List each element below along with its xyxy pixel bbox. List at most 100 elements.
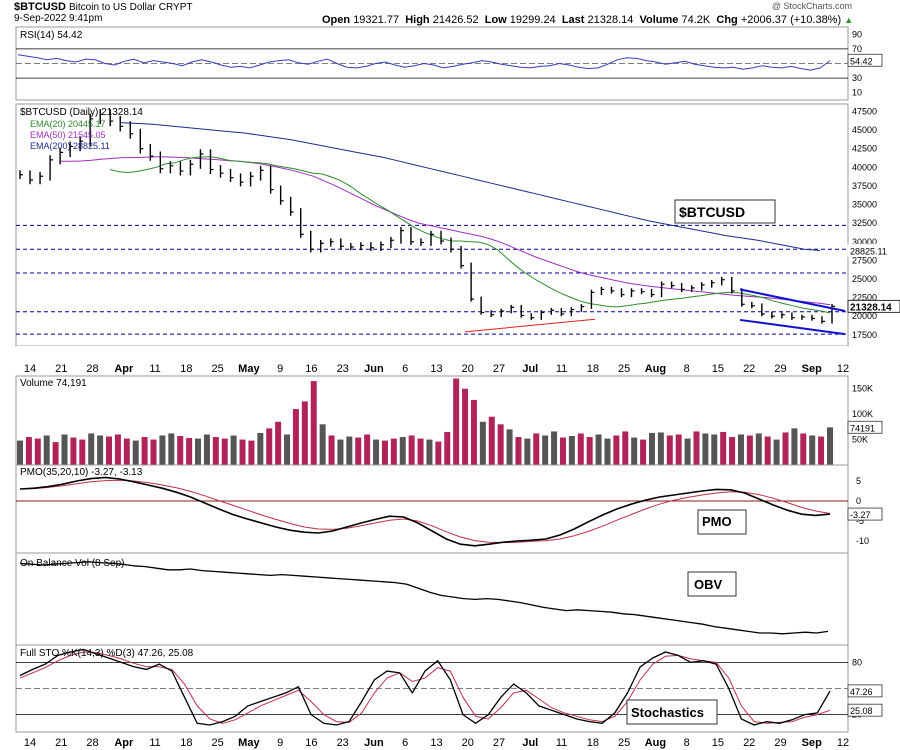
volume-bar — [417, 438, 424, 465]
x-axis-label: 14 — [24, 363, 36, 375]
x-axis-label: Jun — [364, 363, 384, 375]
x-axis-label-bottom: 20 — [462, 737, 474, 749]
volume-bar — [755, 433, 762, 465]
volume-bar — [533, 433, 540, 465]
volume-tick-label: 100K — [852, 409, 873, 419]
ema-legend-label: EMA(50) 21545.05 — [30, 130, 106, 140]
volume-bar — [586, 437, 593, 465]
price-tick-label: 47500 — [852, 106, 877, 116]
volume-bar — [239, 439, 246, 465]
volume-bar — [123, 438, 130, 465]
x-axis-label: 18 — [180, 363, 192, 375]
volume-bar — [97, 435, 104, 465]
volume-bar — [470, 399, 477, 465]
volume-bar — [230, 435, 237, 465]
x-axis-label: 29 — [774, 363, 786, 375]
x-axis-label-bottom: 27 — [493, 737, 505, 749]
volume-bar — [613, 435, 620, 465]
pmo-annotation-box — [697, 509, 747, 535]
pmo-annotation: PMO — [702, 514, 732, 529]
volume-bar — [666, 435, 673, 465]
pmo-line — [19, 476, 831, 547]
sto-k-tag-box — [847, 684, 883, 698]
sto-annotation: Stochastics — [631, 705, 704, 720]
pmo-title: PMO(35,20,10) -3.27, -3.13 — [20, 467, 143, 478]
volume-bar — [52, 442, 59, 465]
open-label: Open — [322, 14, 351, 26]
rsi-tick-label: 30 — [852, 73, 862, 83]
volume-bar — [479, 421, 486, 465]
volume-bar — [631, 437, 638, 465]
volume-bar — [782, 432, 789, 465]
price-last-tag: 21328.14 — [850, 302, 892, 313]
volume-bar — [764, 436, 771, 465]
volume-bar — [729, 437, 736, 465]
low-value: 19299.24 — [509, 14, 556, 26]
datetime-label: 9-Sep-2022 9:41pm — [14, 13, 103, 24]
sto-k-line — [19, 648, 831, 726]
rsi-tick-label: 70 — [852, 44, 862, 54]
volume-bar — [364, 434, 371, 465]
price-tick-label: 17500 — [852, 330, 877, 340]
x-axis-label: 20 — [462, 363, 474, 375]
volume-bar — [551, 431, 558, 465]
volume-bar — [79, 439, 86, 465]
volume-last-tag: 74191 — [850, 423, 875, 433]
volume-bar — [426, 439, 433, 465]
x-axis-label-bottom: Aug — [645, 737, 666, 749]
obv-annotation-box — [687, 571, 737, 597]
exchange-label: CRYPT — [158, 2, 193, 13]
volume-last-tag-box — [847, 420, 883, 434]
pmo-signal-line — [19, 479, 831, 544]
volume-bar — [43, 435, 50, 465]
x-axis-label: 23 — [337, 363, 349, 375]
x-axis-label-bottom: 15 — [712, 737, 724, 749]
x-axis-label: Sep — [802, 363, 822, 375]
price-title: $BTCUSD (Daily) 21328.14 — [20, 107, 143, 118]
volume-bar — [622, 431, 629, 465]
x-axis-label-bottom: 6 — [402, 737, 408, 749]
rsi-last-tag-box — [847, 53, 883, 67]
ema200-tag: 28825.11 — [850, 247, 887, 257]
ohlc-bar: Open 19321.77 High 21426.52 Low 19299.24… — [322, 14, 853, 26]
btc-annotation-box — [674, 199, 776, 224]
chg-label: Chg — [716, 14, 738, 26]
rsi-line — [17, 54, 831, 71]
volume-bar — [355, 437, 362, 465]
volume-bar — [248, 440, 255, 465]
ema-legend-label: EMA(20) 20445.17 — [30, 119, 106, 129]
rsi-tick-label: 90 — [852, 29, 862, 39]
x-axis-band — [16, 346, 848, 372]
volume-bar — [266, 428, 273, 465]
volume-bar — [818, 436, 825, 465]
triangle-up-icon: ▲ — [844, 15, 854, 25]
volume-bar — [17, 440, 23, 465]
symbol-label[interactable]: $BTCUSD — [14, 1, 66, 13]
sto-d-tag-box — [847, 703, 883, 717]
volume-bar — [746, 435, 753, 465]
x-axis-label-bottom: 25 — [618, 737, 630, 749]
volume-bar — [515, 437, 522, 465]
x-axis-label: 12 — [837, 363, 849, 375]
high-value: 21426.52 — [432, 14, 479, 26]
x-axis-label-bottom: 13 — [430, 737, 442, 749]
volume-bar — [195, 438, 202, 465]
watermark: @ StockCharts.com — [771, 1, 852, 11]
x-axis-label: 25 — [211, 363, 223, 375]
volume-bar — [70, 437, 77, 465]
obv-title: On Balance Vol (8 Sep) — [20, 558, 125, 569]
pmo-last-tag-box — [847, 507, 883, 521]
high-label: High — [405, 14, 430, 26]
x-axis-label: 16 — [305, 363, 317, 375]
volume-bar — [114, 434, 121, 465]
volume-bar — [328, 435, 335, 465]
volume-bar — [542, 435, 549, 465]
x-axis-label-bottom: Jul — [522, 737, 538, 749]
sto-d-tag: 25.08 — [850, 706, 873, 716]
x-axis-label-bottom: 14 — [24, 737, 36, 749]
x-axis-label: Aug — [645, 363, 666, 375]
x-axis-label-bottom: 18 — [587, 737, 599, 749]
x-axis-label: 11 — [149, 363, 160, 375]
